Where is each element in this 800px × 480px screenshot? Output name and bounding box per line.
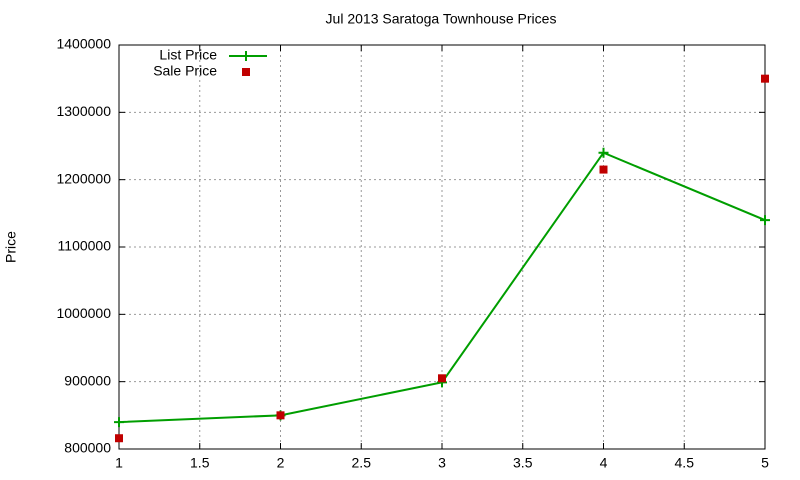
y-tick-label: 900000 <box>64 372 111 388</box>
data-point <box>599 165 608 174</box>
data-point <box>276 411 285 420</box>
data-point <box>598 147 609 158</box>
data-point <box>115 434 123 443</box>
x-tick-label: 3 <box>438 455 446 471</box>
y-tick-label: 1000000 <box>56 305 111 321</box>
data-point <box>760 215 770 226</box>
x-tick-label: 5 <box>761 455 769 471</box>
data-point <box>438 374 446 383</box>
y-tick-label: 1400000 <box>56 36 111 52</box>
x-tick-label: 4.5 <box>675 455 695 471</box>
plot-border <box>118 44 766 450</box>
x-tick-label: 3.5 <box>513 455 533 471</box>
legend-label: List Price <box>159 47 217 63</box>
chart-title: Jul 2013 Saratoga Townhouse Prices <box>326 11 557 27</box>
data-point <box>761 74 769 83</box>
x-tick-label: 1.5 <box>190 455 210 471</box>
y-tick-label: 1300000 <box>56 103 111 119</box>
x-tick-label: 4 <box>600 455 608 471</box>
legend-marker <box>241 51 251 61</box>
data-point <box>114 417 124 428</box>
x-tick-label: 2.5 <box>352 455 372 471</box>
y-tick-label: 1200000 <box>56 170 111 186</box>
legend-marker <box>242 68 250 76</box>
legend-label: Sale Price <box>153 63 217 79</box>
y-tick-label: 1100000 <box>58 238 112 254</box>
x-tick-label: 2 <box>277 455 285 471</box>
y-tick-label: 800000 <box>64 440 111 456</box>
x-tick-label: 1 <box>115 455 123 471</box>
y-axis-label: Price <box>3 231 19 263</box>
